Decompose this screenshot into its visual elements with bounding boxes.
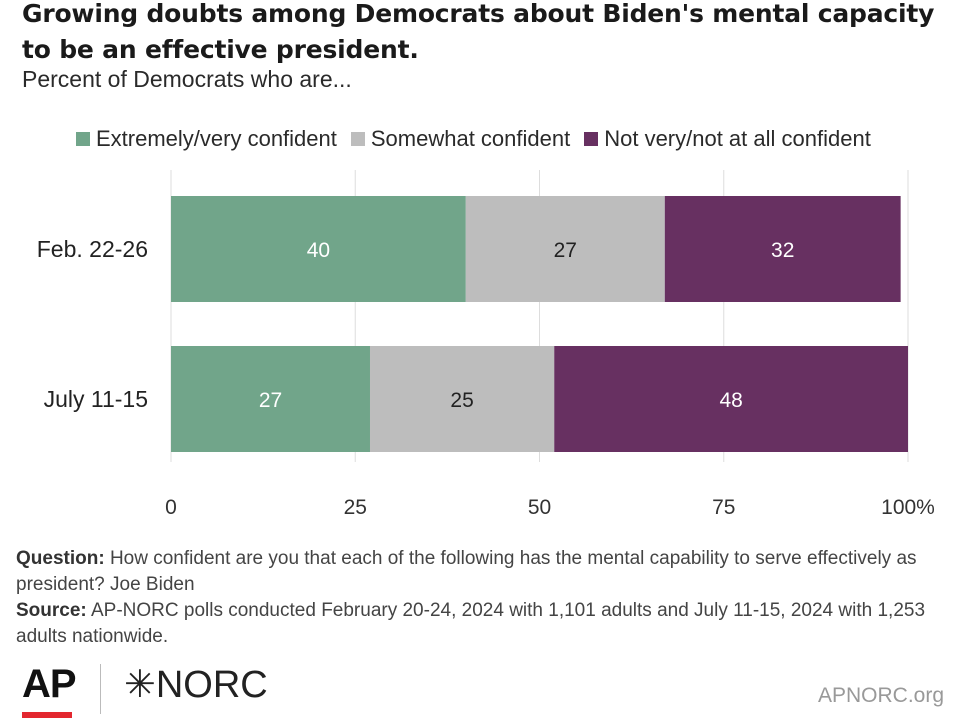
question-label: Question: [16, 548, 105, 569]
norc-logo: ✳NORC [124, 664, 268, 706]
bar-segment [171, 346, 370, 452]
bar-segment [664, 196, 901, 302]
chart-subtitle: Percent of Democrats who are... [22, 66, 352, 92]
legend-label: Somewhat confident [370, 126, 571, 151]
source-label: Source: [16, 600, 87, 621]
legend-label: Not very/not at all confident [604, 126, 871, 151]
source-text: AP-NORC polls conducted February 20-24, … [16, 600, 926, 647]
ap-logo-bar [22, 712, 72, 718]
chart-title: Growing doubts among Democrats about Bid… [22, 0, 935, 64]
x-tick-label: 50 [528, 496, 551, 519]
legend-swatch [584, 132, 599, 146]
category-label: July 11-15 [44, 386, 148, 412]
ap-logo: AP [22, 662, 77, 706]
x-tick-label: 0 [165, 496, 177, 519]
data-label: 32 [771, 239, 794, 262]
bar-segment [465, 196, 665, 302]
source-note: Source: AP-NORC polls conducted February… [16, 598, 966, 650]
legend-swatch [76, 132, 90, 146]
site-url: APNORC.org [817, 684, 944, 707]
legend-item-extremely-very: Extremely/very confident [76, 126, 337, 152]
legend-item-somewhat: Somewhat confident [350, 126, 571, 152]
data-label: 40 [307, 239, 330, 262]
x-tick-label: 25 [344, 496, 367, 519]
data-label: 27 [259, 389, 282, 412]
legend-item-not-very: Not very/not at all confident [584, 126, 871, 152]
x-tick-label: 75 [712, 496, 735, 519]
legend-label: Extremely/very confident [96, 126, 337, 151]
legend-swatch [350, 132, 365, 146]
data-label: 27 [554, 239, 577, 262]
footnote: Question: How confident are you that eac… [16, 546, 966, 650]
bar-segment [554, 346, 908, 452]
stacked-bar-chart: 0 25 50 75 100% Feb. 22-26 40 27 32 July 11-15 27 2… [37, 170, 935, 519]
data-label: 48 [719, 389, 742, 412]
logo-divider [100, 664, 101, 714]
question-text: How confident are you that each of the f… [16, 548, 917, 595]
legend: Extremely/very confident Somewhat confid… [76, 126, 885, 152]
category-label: Feb. 22-26 [37, 236, 148, 262]
bar-segment [171, 196, 466, 302]
question-note: Question: How confident are you that eac… [16, 546, 966, 598]
data-label: 25 [450, 389, 473, 412]
x-tick-label: 100% [881, 496, 935, 519]
bar-segment [369, 346, 555, 452]
